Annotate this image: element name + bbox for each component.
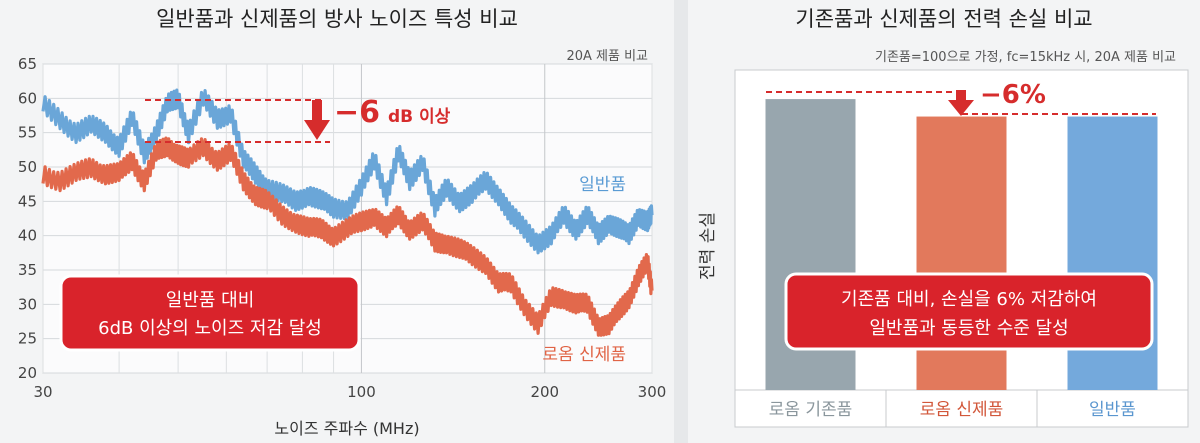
category-label: 일반품 bbox=[1089, 400, 1136, 420]
y-tick-label: 65 bbox=[18, 55, 37, 73]
noise-chart-title: 일반품과 신제품의 방사 노이즈 특성 비교 bbox=[156, 7, 518, 31]
x-axis-label: 노이즈 주파수 (MHz) bbox=[274, 419, 419, 438]
series-line-new bbox=[41, 136, 654, 337]
y-tick-label: 40 bbox=[18, 227, 37, 245]
y-tick-label: 25 bbox=[18, 330, 37, 348]
y-tick-label: 20 bbox=[18, 364, 37, 382]
series-line-normal bbox=[41, 88, 654, 255]
x-tick-label: 100 bbox=[347, 383, 376, 401]
loss-delta: −6% bbox=[980, 80, 1046, 110]
tick-labels: 20 25 30 35 40 45 50 55 60 65 30 100 200 300 bbox=[18, 55, 666, 401]
noise-callout-line1: 일반품 대비 bbox=[166, 290, 255, 311]
category-labels: 로옴 기존품 로옴 신제품 일반품 bbox=[769, 390, 1136, 427]
loss-chart-panel: 기존품과 신제품의 전력 손실 비교 기존품=100으로 가정, fc=15kH… bbox=[688, 0, 1200, 443]
noise-callout-box bbox=[59, 274, 361, 352]
series-label-normal: 일반품 bbox=[579, 175, 626, 195]
y-tick-label: 55 bbox=[18, 124, 37, 142]
series-lines bbox=[41, 88, 654, 337]
x-tick-label: 200 bbox=[530, 383, 559, 401]
loss-chart-title: 기존품과 신제품의 전력 손실 비교 bbox=[795, 7, 1092, 31]
loss-chart: 기존품과 신제품의 전력 손실 비교 기존품=100으로 가정, fc=15kH… bbox=[698, 7, 1189, 428]
y-tick-label: 35 bbox=[18, 261, 37, 279]
loss-callout-line1: 기존품 대비, 손실을 6% 저감하여 bbox=[841, 289, 1097, 310]
y-tick-label: 30 bbox=[18, 295, 37, 313]
x-tick-label: 30 bbox=[33, 383, 52, 401]
x-tick-label: 300 bbox=[638, 383, 667, 401]
noise-callout-line2: 6dB 이상의 노이즈 저감 달성 bbox=[98, 318, 322, 339]
down-arrow-icon bbox=[304, 100, 330, 140]
noise-chart-panel: 일반품과 신제품의 방사 노이즈 특성 비교 20A 제품 비교 20 25 30 3… bbox=[0, 0, 674, 443]
delta-value: −6 bbox=[334, 95, 380, 130]
category-label: 로옴 신제품 bbox=[920, 400, 1004, 420]
y-tick-label: 60 bbox=[18, 89, 37, 107]
y-axis-label: 전력 손실 bbox=[698, 212, 718, 280]
loss-callout-line2: 일반품과 동등한 수준 달성 bbox=[869, 318, 1068, 339]
y-tick-label: 45 bbox=[18, 192, 37, 210]
loss-callout-box bbox=[784, 272, 1154, 351]
delta-unit: dB 이상 bbox=[388, 107, 451, 127]
series-label-new: 로옴 신제품 bbox=[542, 345, 626, 365]
noise-chart-subtitle: 20A 제품 비교 bbox=[566, 49, 648, 64]
y-tick-label: 50 bbox=[18, 158, 37, 176]
down-arrow-icon bbox=[948, 90, 974, 116]
category-label: 로옴 기존품 bbox=[769, 400, 853, 420]
loss-chart-subtitle: 기존품=100으로 가정, fc=15kHz 시, 20A 제품 비교 bbox=[875, 50, 1176, 65]
noise-chart: 일반품과 신제품의 방사 노이즈 특성 비교 20A 제품 비교 20 25 30 3… bbox=[18, 7, 666, 438]
